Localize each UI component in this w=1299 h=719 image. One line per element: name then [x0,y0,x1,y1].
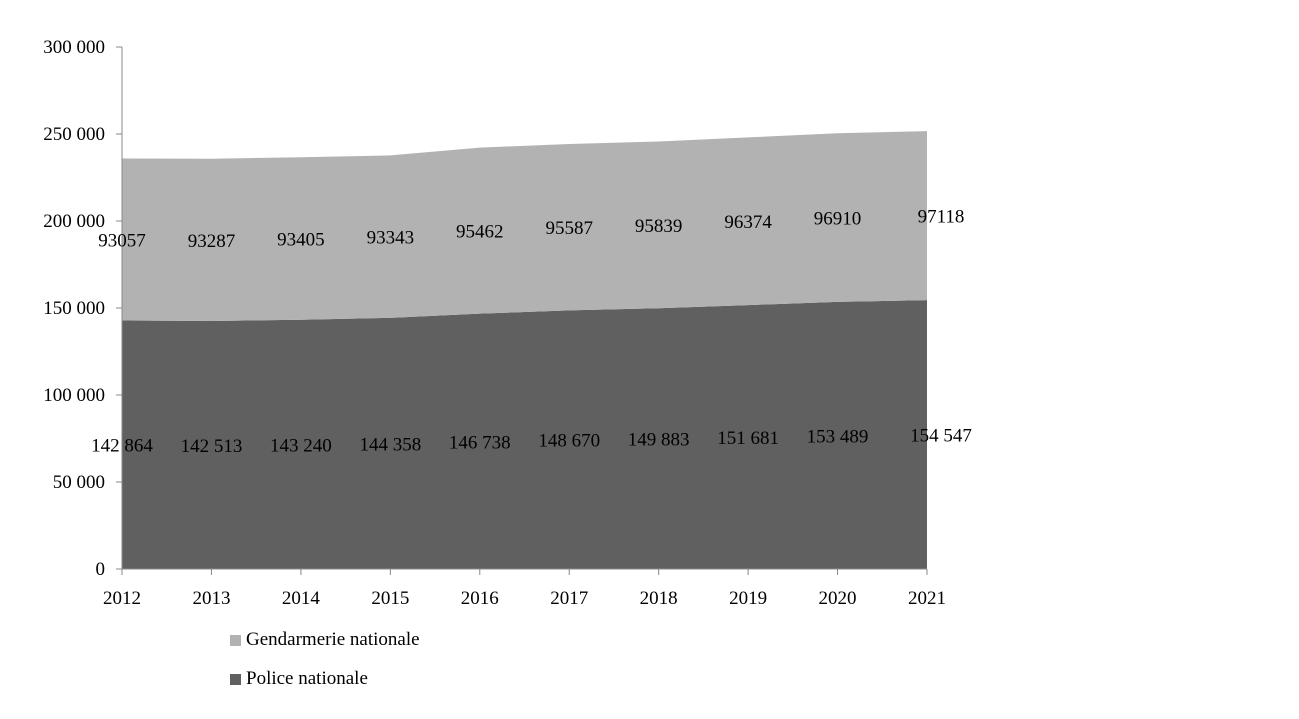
y-tick-label: 0 [96,559,106,580]
legend-label-police: Police nationale [246,668,368,689]
y-tick-label: 300 000 [43,37,105,58]
data-label-police: 143 240 [270,435,332,456]
y-tick-label: 250 000 [43,124,105,145]
data-label-gendarmerie: 96910 [814,209,862,230]
legend-swatch-gendarmerie [230,634,241,646]
data-label-gendarmerie: 96374 [724,212,772,233]
data-label-police: 154 547 [910,426,972,447]
data-label-police: 149 883 [628,430,690,451]
data-label-police: 146 738 [449,432,511,453]
x-tick-label: 2020 [819,588,857,609]
data-label-gendarmerie: 93057 [98,230,146,251]
data-label-police: 142 513 [181,436,243,457]
legend-swatch-police [230,673,241,685]
x-tick-label: 2012 [103,588,141,609]
x-tick-label: 2018 [640,588,678,609]
y-tick-label: 200 000 [43,211,105,232]
data-label-gendarmerie: 95462 [456,222,504,243]
data-label-police: 142 864 [91,436,153,457]
legend-item-police: Police nationale [230,668,368,690]
data-label-gendarmerie: 95587 [545,218,593,239]
data-label-police: 151 681 [717,428,779,449]
x-tick-label: 2015 [371,588,409,609]
x-tick-label: 2016 [461,588,499,609]
x-tick-label: 2013 [192,588,230,609]
y-tick-label: 150 000 [43,298,105,319]
data-label-police: 148 670 [538,431,600,452]
data-label-gendarmerie: 93405 [277,230,325,251]
legend-label-gendarmerie: Gendarmerie nationale [246,629,420,650]
data-label-gendarmerie: 95839 [635,216,683,237]
data-label-gendarmerie: 93343 [367,228,415,249]
data-label-police: 144 358 [359,434,421,455]
y-tick-label: 100 000 [43,385,105,406]
data-label-gendarmerie: 97118 [918,207,965,228]
area-police-nationale [122,300,927,569]
legend-item-gendarmerie: Gendarmerie nationale [230,629,420,651]
x-tick-label: 2014 [282,588,321,609]
data-label-gendarmerie: 93287 [188,231,236,252]
x-tick-label: 2017 [550,588,588,609]
data-label-police: 153 489 [807,426,869,447]
x-tick-label: 2019 [729,588,767,609]
y-tick-label: 50 000 [53,472,105,493]
x-tick-label: 2021 [908,588,946,609]
area-gendarmerie-nationale [122,131,927,322]
